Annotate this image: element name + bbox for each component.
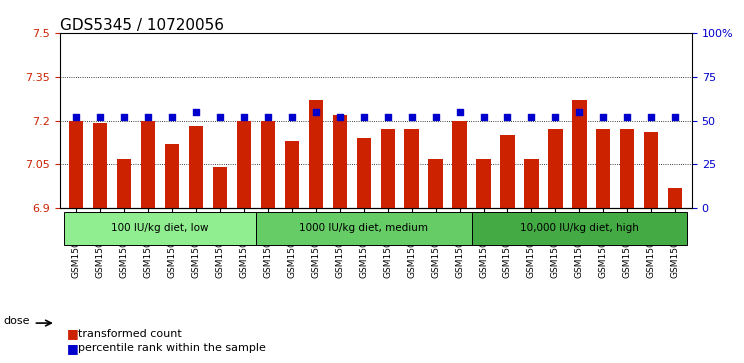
- Bar: [165, 144, 179, 208]
- FancyBboxPatch shape: [472, 212, 687, 245]
- Point: [382, 114, 394, 120]
- Point: [549, 114, 561, 120]
- Bar: [380, 129, 395, 208]
- Text: transformed count: transformed count: [78, 329, 182, 339]
- Bar: [548, 129, 562, 208]
- Point: [645, 114, 657, 120]
- Bar: [429, 159, 443, 208]
- Point: [597, 114, 609, 120]
- Text: percentile rank within the sample: percentile rank within the sample: [78, 343, 266, 354]
- Bar: [405, 129, 419, 208]
- Bar: [525, 159, 539, 208]
- Point: [334, 114, 346, 120]
- Bar: [237, 121, 251, 208]
- Text: 100 IU/kg diet, low: 100 IU/kg diet, low: [112, 223, 209, 233]
- Point: [525, 114, 537, 120]
- Bar: [596, 129, 611, 208]
- Point: [238, 114, 250, 120]
- Bar: [285, 141, 299, 208]
- Text: ■: ■: [67, 342, 79, 355]
- Point: [501, 114, 513, 120]
- Bar: [309, 100, 323, 208]
- Point: [358, 114, 370, 120]
- Bar: [333, 115, 347, 208]
- Point: [478, 114, 490, 120]
- Bar: [356, 138, 371, 208]
- FancyBboxPatch shape: [256, 212, 472, 245]
- Point: [286, 114, 298, 120]
- Point: [71, 114, 83, 120]
- Point: [621, 114, 633, 120]
- Bar: [572, 100, 586, 208]
- Bar: [500, 135, 515, 208]
- Bar: [644, 132, 658, 208]
- Point: [669, 114, 681, 120]
- FancyBboxPatch shape: [64, 212, 256, 245]
- Bar: [189, 126, 203, 208]
- Text: 1000 IU/kg diet, medium: 1000 IU/kg diet, medium: [299, 223, 429, 233]
- Bar: [69, 121, 83, 208]
- Bar: [213, 167, 227, 208]
- Point: [166, 114, 178, 120]
- Bar: [93, 123, 107, 208]
- Point: [454, 109, 466, 115]
- Bar: [117, 159, 132, 208]
- Bar: [141, 121, 155, 208]
- Bar: [620, 129, 635, 208]
- Text: 10,000 IU/kg diet, high: 10,000 IU/kg diet, high: [520, 223, 639, 233]
- Text: ■: ■: [67, 327, 79, 340]
- Text: dose: dose: [4, 316, 31, 326]
- Bar: [452, 121, 466, 208]
- Point: [574, 109, 586, 115]
- Point: [429, 114, 441, 120]
- Point: [405, 114, 417, 120]
- Point: [142, 114, 154, 120]
- Point: [262, 114, 274, 120]
- Point: [118, 114, 130, 120]
- Point: [214, 114, 226, 120]
- Point: [190, 109, 202, 115]
- Bar: [668, 188, 682, 208]
- Point: [94, 114, 106, 120]
- Bar: [260, 121, 275, 208]
- Point: [310, 109, 322, 115]
- Text: GDS5345 / 10720056: GDS5345 / 10720056: [60, 18, 223, 33]
- Bar: [476, 159, 491, 208]
